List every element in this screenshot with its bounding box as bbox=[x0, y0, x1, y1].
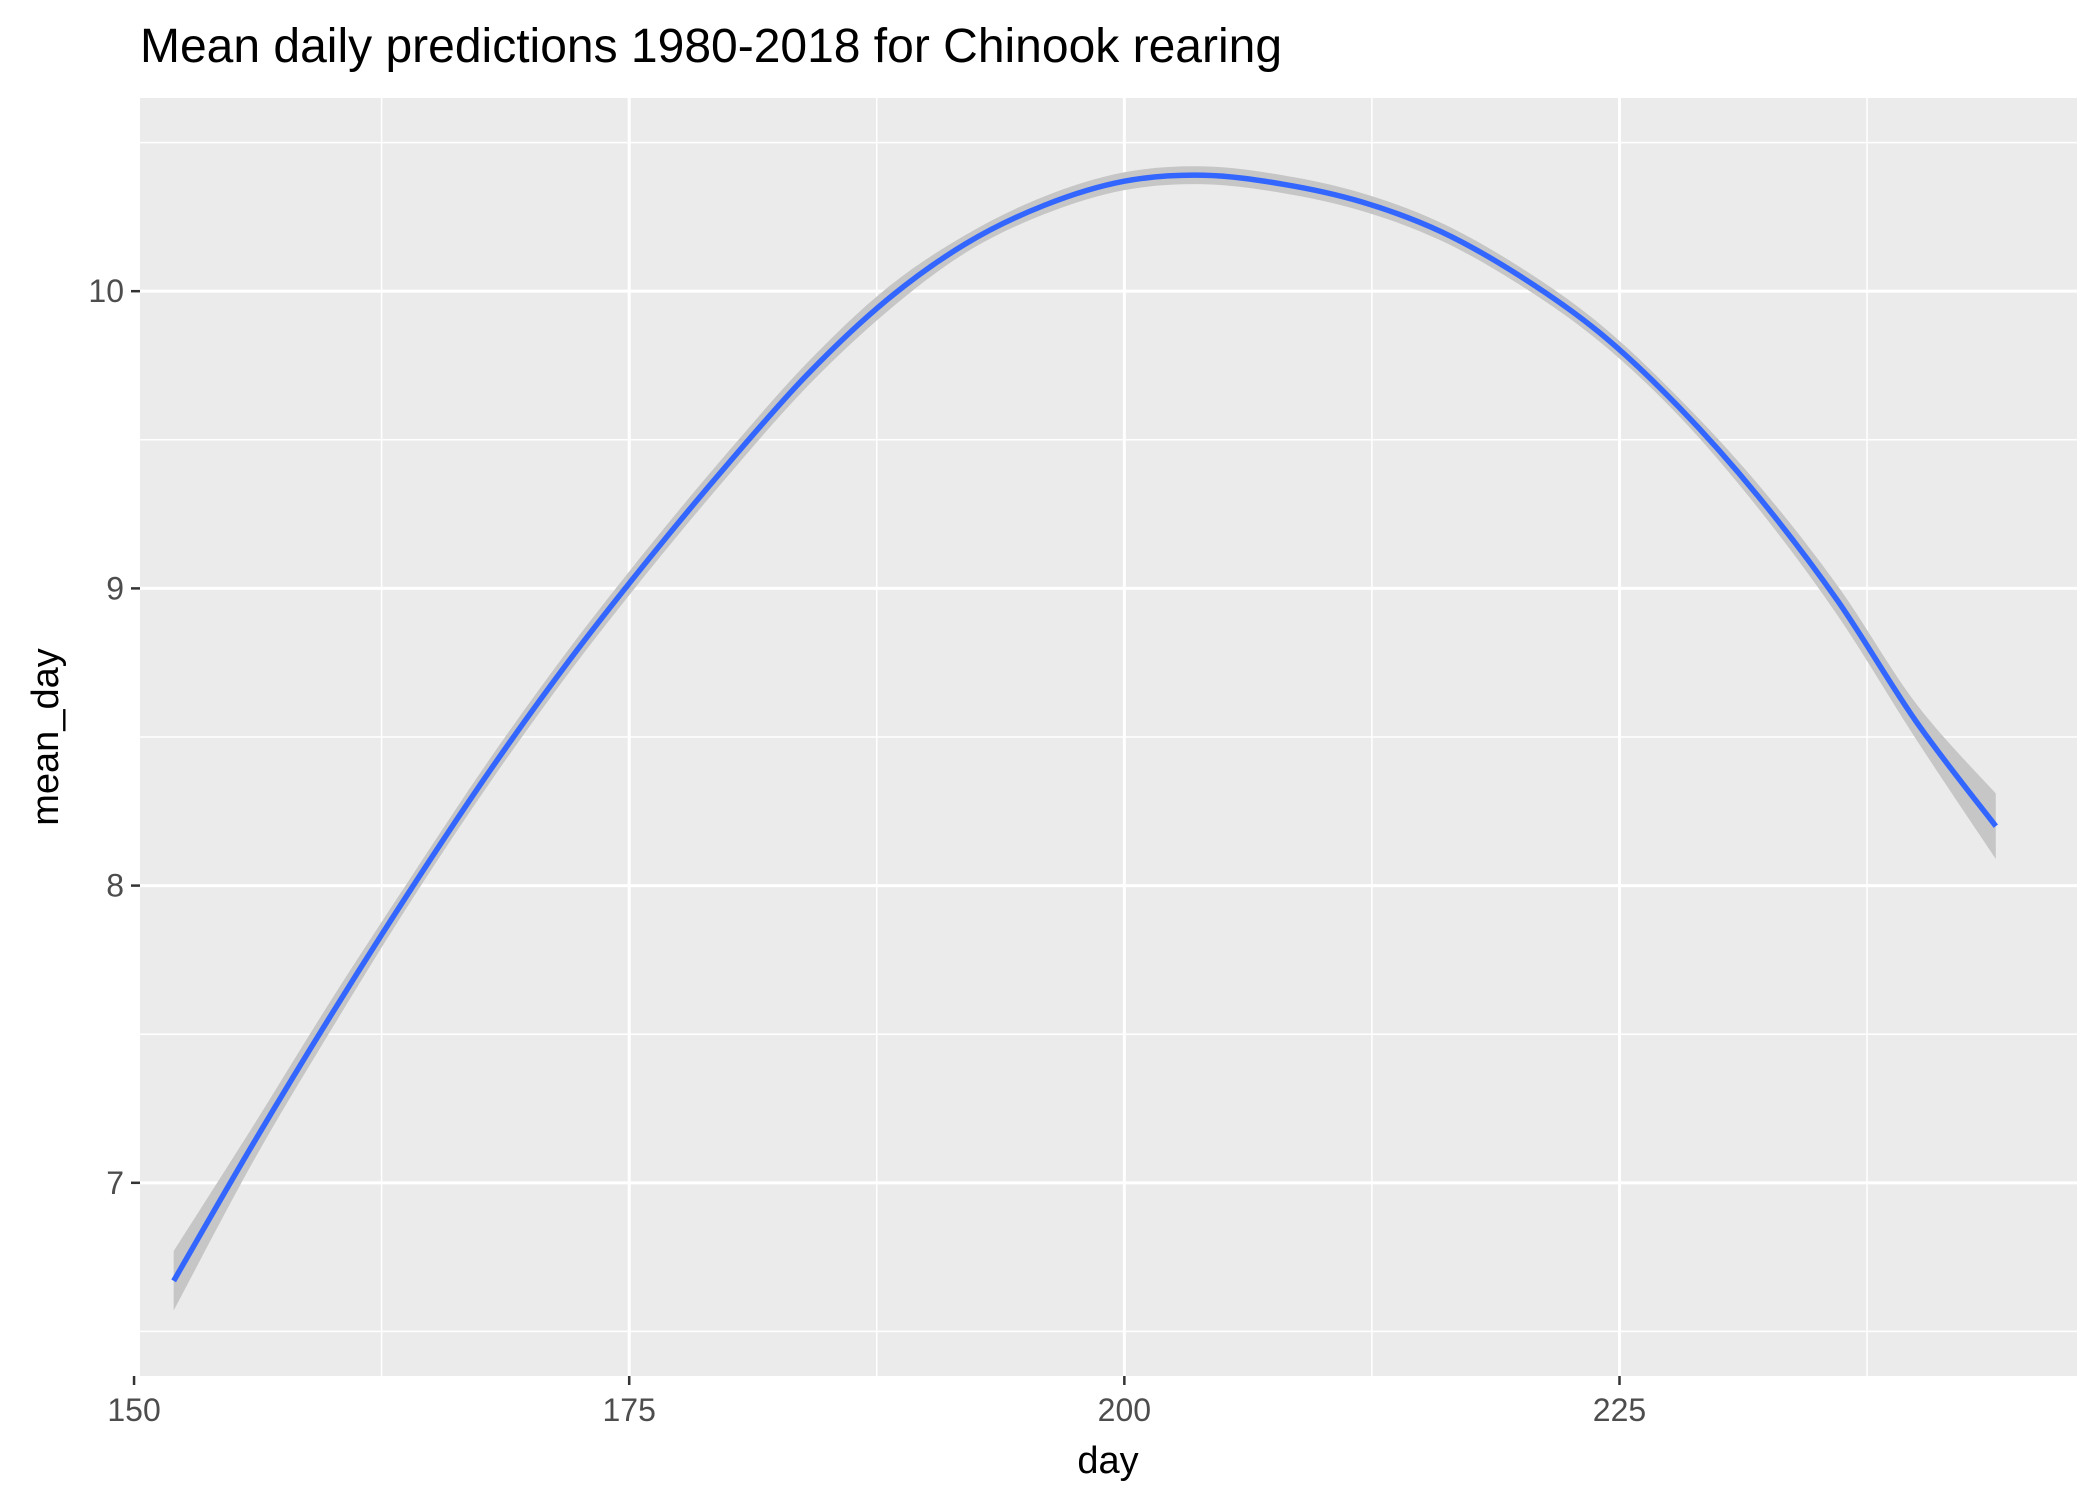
smooth-line bbox=[171, 172, 1998, 1283]
x-tick-label: 200 bbox=[1098, 1392, 1151, 1428]
y-tick-label: 8 bbox=[106, 868, 124, 904]
x-tick-label: 150 bbox=[107, 1392, 160, 1428]
y-tick-label: 10 bbox=[88, 273, 124, 309]
x-tick-label: 175 bbox=[603, 1392, 656, 1428]
y-axis-title: mean_day bbox=[25, 648, 67, 825]
x-tick-label: 225 bbox=[1593, 1392, 1646, 1428]
minor-gridlines bbox=[140, 98, 2077, 1376]
x-axis-title: day bbox=[1077, 1440, 1138, 1482]
y-tick-label: 7 bbox=[106, 1165, 124, 1201]
smooth-line-layer bbox=[171, 172, 1998, 1283]
y-tick-label: 9 bbox=[106, 570, 124, 606]
x-axis: 150 175 200 225 bbox=[107, 1376, 1646, 1428]
y-axis: 7 8 9 10 bbox=[88, 273, 140, 1201]
chart-title: Mean daily predictions 1980-2018 for Chi… bbox=[140, 20, 1282, 73]
major-gridlines bbox=[132, 98, 2077, 1376]
